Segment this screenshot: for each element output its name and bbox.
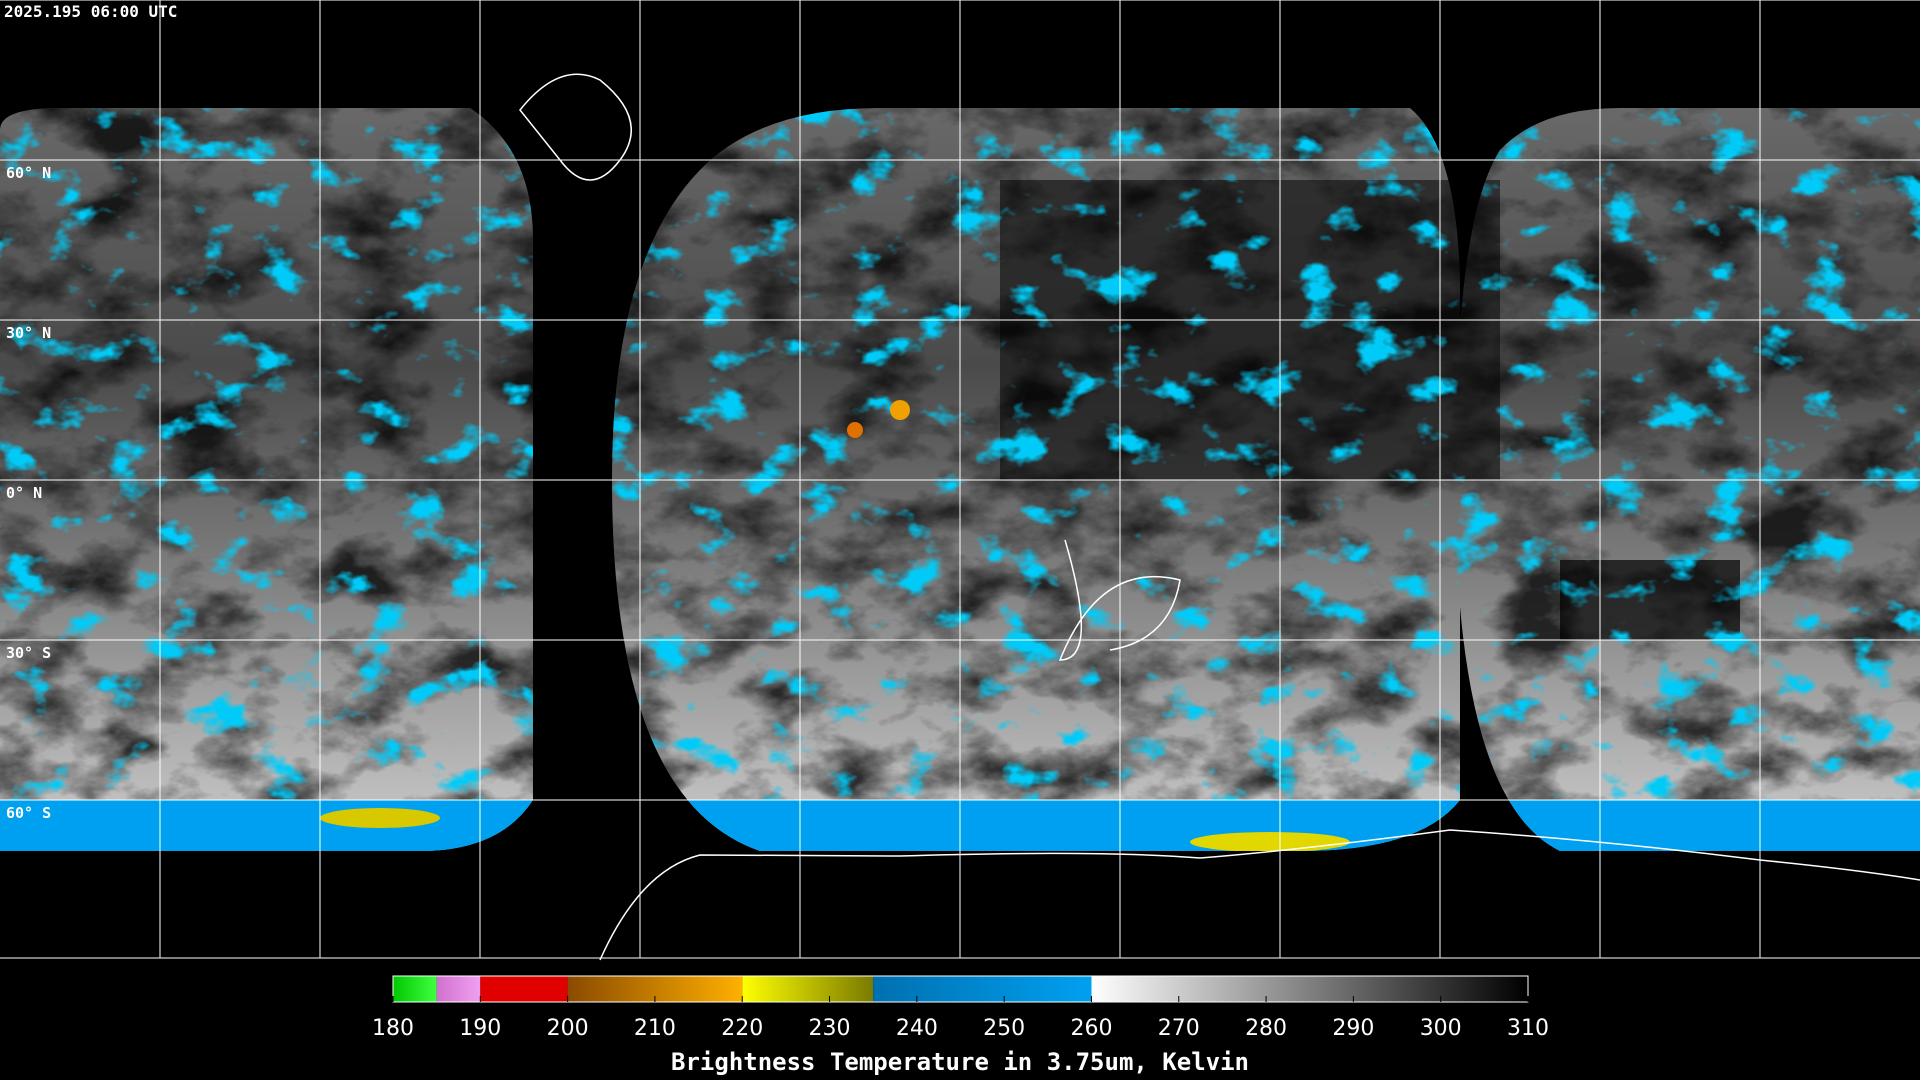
latitude-label: 30° S	[6, 644, 51, 662]
cold-spot	[1190, 832, 1350, 851]
colorbar-tick-label: 190	[459, 1016, 501, 1041]
colorbar-tick-label: 250	[983, 1016, 1025, 1041]
latitude-label: 0° N	[6, 484, 42, 502]
storm-cell	[847, 422, 863, 438]
colorbar-tick-label: 210	[634, 1016, 676, 1041]
latitude-label: 60° S	[6, 804, 51, 822]
colorbar-segment	[393, 976, 437, 1002]
storm-cell	[890, 400, 910, 420]
latitude-label: 60° N	[6, 164, 51, 182]
colorbar-tick-label: 270	[1158, 1016, 1200, 1041]
latitude-labels: 60° N 30° N 0° N 30° S 60° S	[6, 164, 51, 822]
colorbar-segment	[480, 976, 568, 1002]
latitude-label: 30° N	[6, 324, 51, 342]
colorbar: 180 190 200 210 220 230 240 250 260 270 280 290 300 3…	[372, 975, 1549, 1041]
colorbar-segment	[436, 976, 481, 1002]
africa-coast	[1058, 539, 1181, 661]
colorbar-tick-label: 290	[1332, 1016, 1374, 1041]
colorbar-segment	[742, 976, 874, 1002]
greenland-coast	[519, 73, 632, 181]
colorbar-tick-label: 180	[372, 1016, 414, 1041]
colorbar-tick-label: 240	[896, 1016, 938, 1041]
colorbar-label: Brightness Temperature in 3.75um, Kelvin	[671, 1048, 1249, 1076]
colorbar-tick-label: 310	[1507, 1016, 1549, 1041]
colorbar-frame	[392, 975, 1529, 1003]
colorbar-tick-label: 200	[547, 1016, 589, 1041]
graticule	[0, 0, 1920, 959]
colorbar-tick-label: 300	[1420, 1016, 1462, 1041]
colorbar-tick-label: 230	[809, 1016, 851, 1041]
timestamp: 2025.195 06:00 UTC	[4, 2, 177, 21]
colorbar-tick-label: 260	[1070, 1016, 1112, 1041]
colorbar-tick-label: 280	[1245, 1016, 1287, 1041]
colorbar-segment	[873, 976, 1092, 1002]
colorbar-tick-label: 220	[721, 1016, 763, 1041]
cold-spot	[320, 808, 440, 828]
colorbar-segment	[1091, 976, 1528, 1002]
